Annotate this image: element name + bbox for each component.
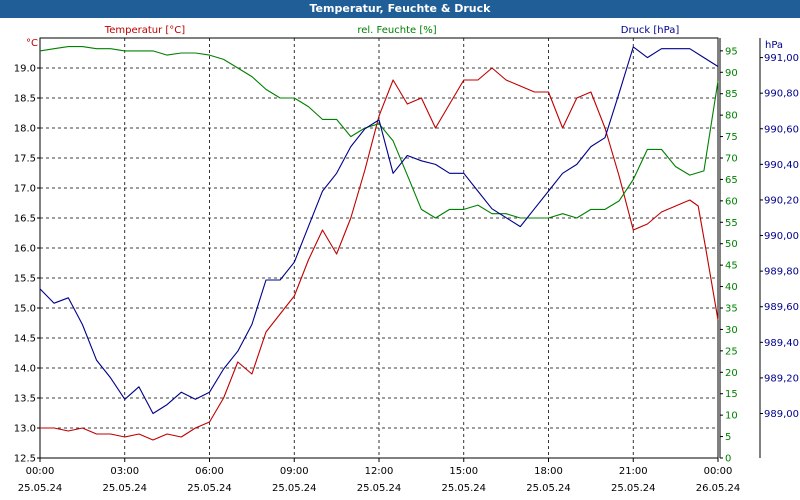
date-tick-label: 25.05.24: [441, 483, 486, 494]
time-tick-label: 21:00: [619, 466, 648, 477]
temperature-tick-label: 19.0: [14, 64, 36, 75]
date-tick-label: 25.05.24: [611, 483, 656, 494]
series-layer: [39, 46, 719, 441]
temperature-tick-label: 15.5: [14, 274, 36, 285]
temperature-axis: 12.5 13.0 13.5 14.0 14.5 15.0 15.5 16.0 16.5 17.0…: [14, 38, 40, 465]
series-line-pressure: [39, 46, 719, 415]
temperature-tick-label: 13.0: [14, 424, 36, 435]
series-header-pressure: Druck [hPa]: [621, 25, 680, 36]
temperature-tick-label: 14.0: [14, 364, 36, 375]
temperature-tick-label: 17.5: [14, 154, 36, 165]
pressure-tick-label: 990,60: [764, 124, 799, 135]
time-tick-label: 03:00: [110, 466, 139, 477]
time-tick-label: 06:00: [195, 466, 224, 477]
pressure-tick-label: 990,00: [764, 231, 799, 242]
date-tick-label: 25.05.24: [187, 483, 232, 494]
humidity-tick-label: 90: [725, 68, 738, 79]
humidity-tick-label: 55: [725, 218, 738, 229]
pressure-tick-label: 989,40: [764, 338, 799, 349]
humidity-tick-label: 20: [725, 368, 738, 379]
pressure-tick-label: 989,20: [764, 373, 799, 384]
pressure-unit: hPa: [765, 40, 783, 51]
time-axis: 00:00 25.05.24 03:00 25.05.24 06:00 25.05.24 0…: [18, 458, 741, 494]
time-tick-label: 18:00: [534, 466, 563, 477]
pressure-tick-label: 989,80: [764, 267, 799, 278]
temperature-tick-label: 13.5: [14, 394, 36, 405]
temperature-tick-label: 18.5: [14, 94, 36, 105]
date-tick-label: 25.05.24: [102, 483, 147, 494]
date-tick-label: 25.05.24: [357, 483, 402, 494]
humidity-tick-label: 95: [725, 46, 738, 57]
time-tick-label: 12:00: [365, 466, 394, 477]
temperature-tick-label: 17.0: [14, 184, 36, 195]
window-title: Temperatur, Feuchte & Druck: [0, 0, 800, 18]
date-tick-label: 25.05.24: [526, 483, 571, 494]
humidity-tick-label: 75: [725, 132, 738, 143]
time-tick-label: 00:00: [704, 466, 733, 477]
pressure-tick-label: 990,20: [764, 195, 799, 206]
date-tick-label: 26.05.24: [696, 483, 741, 494]
temperature-tick-label: 14.5: [14, 334, 36, 345]
pressure-tick-label: 991,00: [764, 53, 799, 64]
time-tick-label: 09:00: [280, 466, 309, 477]
humidity-tick-label: 70: [725, 154, 738, 165]
series-headers: Temperatur [°C] rel. Feuchte [%] Druck [hP…: [104, 25, 680, 36]
series-line-humidity: [39, 46, 719, 219]
temperature-unit: °C: [26, 38, 38, 49]
grid-lines: [40, 38, 718, 458]
humidity-tick-label: 25: [725, 346, 738, 357]
pressure-tick-label: 989,60: [764, 302, 799, 313]
series-header-temperature: Temperatur [°C]: [104, 25, 185, 36]
temperature-tick-label: 15.0: [14, 304, 36, 315]
series-line-temperature: [40, 67, 719, 441]
humidity-tick-label: 10: [725, 411, 738, 422]
humidity-tick-label: 50: [725, 239, 738, 250]
line-chart: 12.5 13.0 13.5 14.0 14.5 15.0 15.5 16.0 16.5 17.0…: [14, 25, 799, 494]
humidity-tick-label: 5: [725, 432, 731, 443]
humidity-tick-label: 45: [725, 261, 738, 272]
temperature-tick-label: 12.5: [14, 454, 36, 465]
humidity-axis: 0 5 10 15 20 25 30 35 40 45 50 55 60 65 70 75 80 85 90 95: [719, 38, 738, 465]
pressure-tick-label: 989,00: [764, 409, 799, 420]
time-tick-label: 00:00: [26, 466, 55, 477]
humidity-tick-label: 15: [725, 389, 738, 400]
humidity-tick-label: 40: [725, 282, 738, 293]
series-header-humidity: rel. Feuchte [%]: [357, 25, 436, 36]
pressure-tick-label: 990,80: [764, 89, 799, 100]
temperature-tick-label: 18.0: [14, 124, 36, 135]
humidity-tick-label: 85: [725, 89, 738, 100]
date-tick-label: 25.05.24: [18, 483, 63, 494]
temperature-tick-label: 16.0: [14, 244, 36, 255]
date-tick-label: 25.05.24: [272, 483, 317, 494]
temperature-tick-label: 16.5: [14, 214, 36, 225]
humidity-tick-label: 35: [725, 304, 738, 315]
humidity-tick-label: 80: [725, 111, 738, 122]
pressure-tick-label: 990,40: [764, 160, 799, 171]
pressure-axis: 989,00 989,20 989,40 989,60 989,80 990,00 990,…: [759, 38, 799, 458]
humidity-tick-label: 60: [725, 196, 738, 207]
humidity-tick-label: 0: [725, 454, 731, 465]
time-tick-label: 15:00: [449, 466, 478, 477]
humidity-tick-label: 65: [725, 175, 738, 186]
humidity-tick-label: 30: [725, 325, 738, 336]
